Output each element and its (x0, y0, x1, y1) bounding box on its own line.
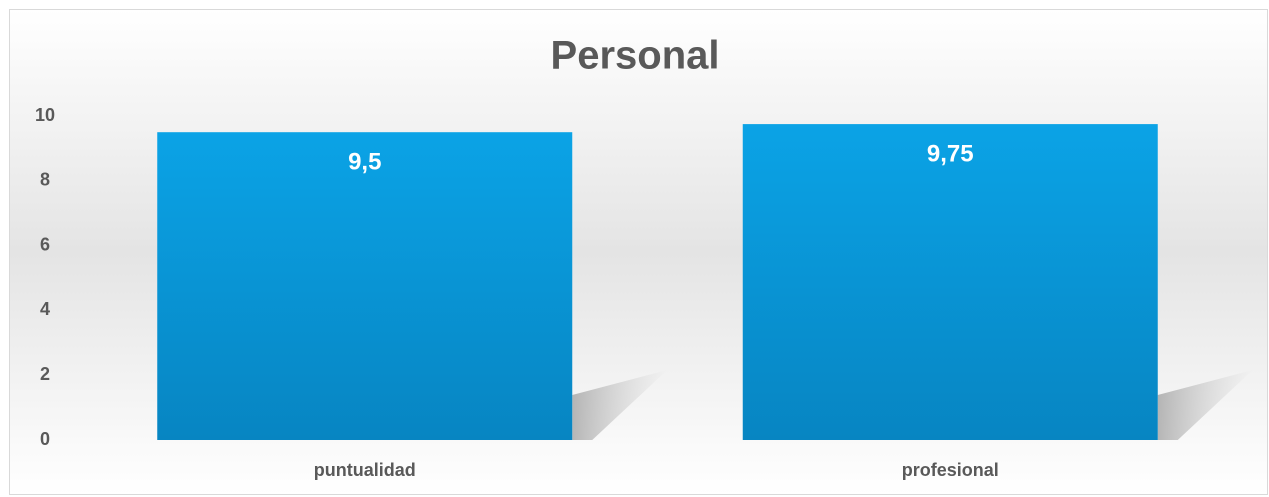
y-tick-label: 10 (35, 105, 55, 125)
data-label: 9,75 (927, 140, 974, 167)
y-tick-label: 4 (40, 299, 50, 319)
y-tick-label: 8 (40, 170, 50, 190)
bar (157, 132, 573, 440)
bar (742, 124, 1158, 440)
x-tick-label: puntualidad (314, 460, 416, 480)
x-tick-label: profesional (902, 460, 999, 480)
data-label: 9,5 (348, 149, 381, 176)
bar-shadow (572, 370, 668, 440)
chart-title: Personal (551, 34, 720, 78)
y-tick-label: 0 (40, 429, 50, 449)
y-tick-label: 2 (40, 364, 50, 384)
bar-shadow (1157, 370, 1253, 440)
y-tick-label: 6 (40, 234, 50, 254)
